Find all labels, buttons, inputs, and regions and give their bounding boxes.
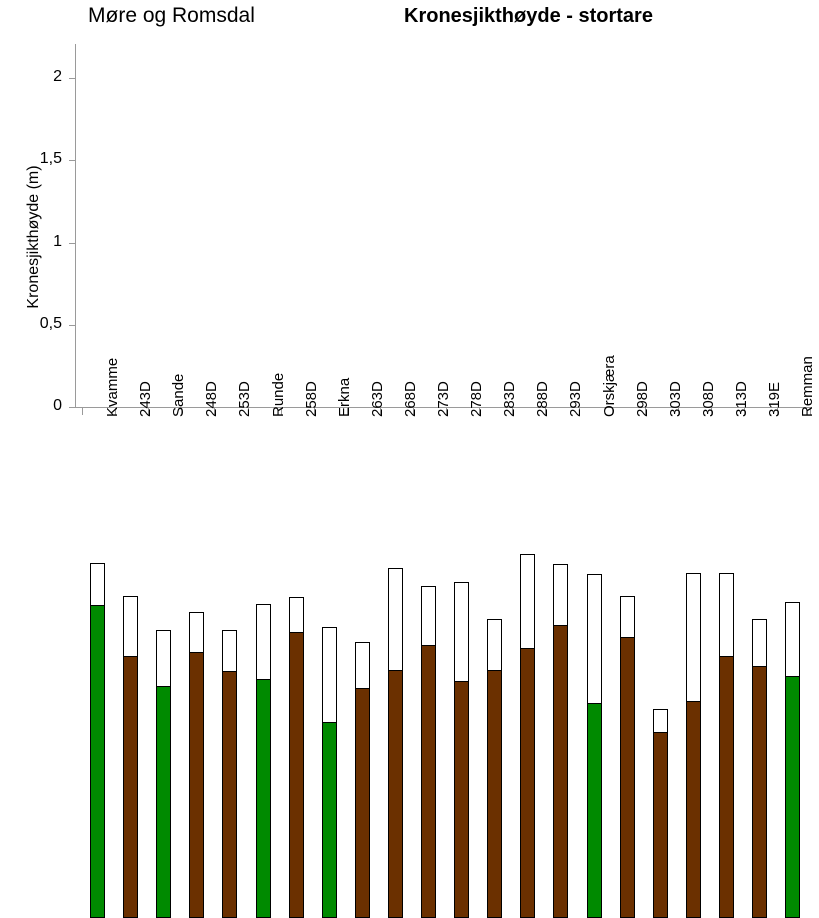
bar-value-segment[interactable] bbox=[785, 676, 800, 918]
bar-value-segment[interactable] bbox=[355, 687, 370, 918]
y-axis-line bbox=[75, 44, 76, 408]
bar-value-segment[interactable] bbox=[421, 644, 436, 918]
x-axis-tick bbox=[810, 407, 811, 415]
x-axis-tick bbox=[115, 407, 116, 415]
bar-value-segment[interactable] bbox=[222, 671, 237, 918]
x-axis-label: 298D bbox=[633, 381, 651, 417]
bar-value-segment[interactable] bbox=[520, 648, 535, 918]
x-axis-tick bbox=[645, 407, 646, 415]
y-axis-tick bbox=[69, 324, 76, 326]
x-axis-label: 258D bbox=[302, 381, 320, 417]
x-axis-label: 313D bbox=[732, 381, 750, 417]
x-axis-label: 243D bbox=[136, 381, 154, 417]
x-axis-tick bbox=[446, 407, 447, 415]
bar-value-segment[interactable] bbox=[653, 732, 668, 918]
x-axis-label: 248D bbox=[202, 381, 220, 417]
x-axis-label: Kvamme bbox=[103, 357, 121, 417]
x-axis-label: Sande bbox=[169, 373, 187, 417]
y-axis-tick-label: 1,5 bbox=[39, 150, 62, 168]
chart-container: Møre og Romsdal Kronesjikthøyde - storta… bbox=[25, 4, 816, 918]
x-axis-tick bbox=[612, 407, 613, 415]
x-axis-label: 288D bbox=[533, 381, 551, 417]
x-axis-tick bbox=[579, 407, 580, 415]
x-axis-tick bbox=[479, 407, 480, 415]
x-axis-tick bbox=[347, 407, 348, 415]
x-axis-label: 253D bbox=[235, 381, 253, 417]
bar-value-segment[interactable] bbox=[454, 681, 469, 918]
x-axis-label: 293D bbox=[566, 381, 584, 417]
bar-value-segment[interactable] bbox=[189, 651, 204, 918]
bar-value-segment[interactable] bbox=[156, 686, 171, 918]
bar-value-segment[interactable] bbox=[90, 605, 105, 918]
y-axis-tick-label: 1 bbox=[53, 232, 62, 250]
bar-value-segment[interactable] bbox=[289, 631, 304, 918]
bar-value-segment[interactable] bbox=[388, 669, 403, 918]
x-axis-tick bbox=[281, 407, 282, 415]
x-axis-label: Remman bbox=[798, 356, 816, 417]
y-axis-tick-label: 0,5 bbox=[39, 314, 62, 332]
x-axis-label: Runde bbox=[269, 372, 287, 417]
bar-value-segment[interactable] bbox=[553, 625, 568, 918]
x-axis-label: 278D bbox=[467, 381, 485, 417]
x-axis-tick bbox=[248, 407, 249, 415]
y-axis-tick bbox=[69, 78, 76, 79]
x-axis-tick bbox=[413, 407, 414, 415]
bar-value-segment[interactable] bbox=[322, 722, 337, 918]
x-axis-line bbox=[75, 407, 811, 408]
x-axis-tick bbox=[744, 407, 745, 415]
y-axis-tick bbox=[69, 242, 76, 244]
bar-value-segment[interactable] bbox=[256, 679, 271, 918]
chart-title: Kronesjikthøyde - stortare bbox=[404, 5, 653, 27]
x-axis-tick bbox=[148, 407, 149, 415]
y-axis-tick bbox=[69, 407, 76, 408]
bar-value-segment[interactable] bbox=[620, 636, 635, 918]
bar-value-segment[interactable] bbox=[719, 656, 734, 918]
x-axis-label: 308D bbox=[699, 381, 717, 417]
x-axis-tick bbox=[82, 407, 83, 415]
bar-value-segment[interactable] bbox=[752, 666, 767, 918]
x-axis-label: 283D bbox=[500, 381, 518, 417]
x-axis-tick bbox=[512, 407, 513, 415]
chart-subtitle-left: Møre og Romsdal bbox=[88, 4, 255, 27]
y-axis-tick bbox=[69, 160, 76, 162]
bar-value-segment[interactable] bbox=[487, 669, 502, 918]
x-axis-label: 263D bbox=[368, 381, 386, 417]
y-axis-tick-label: 0 bbox=[53, 397, 62, 414]
x-axis-tick bbox=[545, 407, 546, 415]
x-axis-label: 268D bbox=[401, 381, 419, 417]
bar-value-segment[interactable] bbox=[123, 656, 138, 918]
x-axis-label: 273D bbox=[434, 381, 452, 417]
bar-value-segment[interactable] bbox=[686, 700, 701, 918]
y-axis-tick-label: 2 bbox=[53, 68, 62, 85]
x-axis-tick bbox=[678, 407, 679, 415]
x-axis-label: Orskjæra bbox=[600, 355, 618, 417]
x-axis-tick bbox=[711, 407, 712, 415]
x-axis-tick bbox=[214, 407, 215, 415]
x-axis-label: 319E bbox=[765, 381, 783, 417]
x-axis-tick bbox=[181, 407, 182, 415]
x-axis-tick bbox=[777, 407, 778, 415]
x-axis-label: 303D bbox=[666, 381, 684, 417]
x-axis-tick bbox=[314, 407, 315, 415]
bar-value-segment[interactable] bbox=[587, 702, 602, 918]
plot-area: Kvamme 243D Sande 248D 253D Runde 258D Erkna 263… bbox=[90, 355, 816, 918]
x-axis-label: Erkna bbox=[335, 377, 353, 417]
x-axis-tick bbox=[380, 407, 381, 415]
